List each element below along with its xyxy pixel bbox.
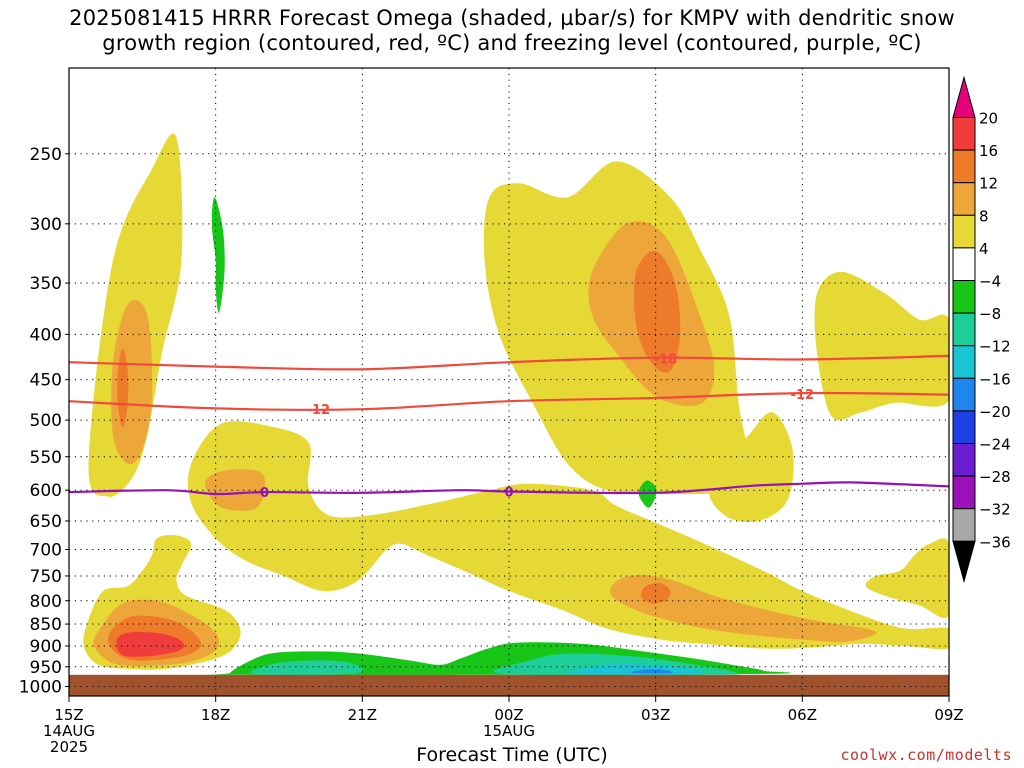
y-tick-label: 800 [30, 592, 62, 612]
colorbar-swatch [952, 280, 976, 314]
y-tick-label: 400 [30, 325, 62, 345]
y-tick-label: 550 [30, 448, 62, 468]
y-tick-label: 950 [30, 658, 62, 678]
colorbar-label: −28 [979, 468, 1011, 486]
colorbar-label: −32 [979, 501, 1011, 519]
omega-region-sink [211, 197, 225, 313]
y-tick-label: 250 [30, 145, 62, 165]
colorbar-label: −12 [979, 338, 1011, 356]
y-tick-label: 1000 [19, 678, 62, 698]
colorbar-swatch [952, 312, 976, 347]
contour-label: -18 [654, 353, 678, 368]
omega-region-rise [633, 250, 681, 373]
y-tick-label: 700 [30, 540, 62, 560]
y-axis-labels: 2503003504004505005506006507007508008509… [19, 145, 69, 698]
colorbar-label: −20 [979, 403, 1011, 421]
colorbar-label: −16 [979, 370, 1011, 388]
colorbar-label: 20 [979, 110, 998, 128]
colorbar: 20 16 12 8 4 −4 −8 −12 −16 −20 −24 −28 −32 −36 [952, 75, 1011, 584]
y-tick-label: 500 [30, 411, 62, 431]
y-tick-label: 600 [30, 481, 62, 501]
x-tick-sublabel: 14AUG [43, 722, 95, 740]
omega-region-rise [814, 271, 949, 421]
contour-label: 0 [504, 485, 513, 500]
y-tick-label: 350 [30, 274, 62, 294]
contour-label: 0 [260, 486, 269, 501]
colorbar-swatch [952, 345, 976, 379]
y-tick-label: 850 [30, 615, 62, 635]
colorbar-swatch [952, 214, 976, 249]
colorbar-swatch [952, 149, 976, 184]
x-tick-label: 18Z [201, 706, 230, 724]
grid-lines [69, 68, 949, 696]
colorbar-swatch [952, 377, 976, 412]
omega-region-rise [640, 582, 671, 604]
omega-region-rise [708, 412, 794, 522]
colorbar-label: −24 [979, 436, 1011, 454]
chart-title: 2025081415 HRRR Forecast Omega (shaded, … [69, 6, 955, 55]
y-tick-label: 650 [30, 512, 62, 532]
colorbar-swatch [952, 475, 976, 510]
x-tick-sublabel: 2025 [50, 738, 88, 756]
contour-line-0 [69, 481, 949, 496]
contour-line-m12 [69, 391, 949, 411]
contour-line-m18 [69, 354, 949, 371]
x-tick-sublabel: 15AUG [483, 722, 535, 740]
x-axis-title: Forecast Time (UTC) [416, 744, 608, 766]
contour-label: -12 [791, 388, 815, 403]
colorbar-label: −8 [979, 305, 1001, 323]
colorbar-label: 8 [979, 207, 989, 225]
omega-shading [83, 133, 949, 676]
colorbar-label: 16 [979, 142, 998, 160]
omega-region-rise [865, 538, 949, 619]
colorbar-swatch [952, 182, 976, 216]
omega-region-sink [250, 660, 363, 675]
x-tick-label: 00Z [494, 706, 523, 724]
colorbar-label: −36 [979, 533, 1011, 551]
y-tick-label: 900 [30, 637, 62, 657]
colorbar-swatch [952, 247, 976, 281]
omega-region-rise [117, 348, 129, 428]
y-tick-label: 750 [30, 567, 62, 587]
omega-region-sink [630, 669, 673, 674]
colorbar-top-arrow [952, 75, 976, 118]
credit-link[interactable]: coolwx.com/modelts [840, 746, 1012, 764]
colorbar-swatch [952, 508, 976, 542]
contour-labels: -18 -12 -12 0 0 [260, 353, 815, 502]
y-tick-label: 450 [30, 371, 62, 391]
y-tick-label: 300 [30, 215, 62, 235]
x-tick-label: 21Z [348, 706, 377, 724]
temperature-contours [69, 354, 949, 496]
x-tick-label: 06Z [788, 706, 817, 724]
colorbar-label: 4 [979, 240, 989, 258]
colorbar-swatch [952, 410, 976, 444]
colorbar-swatch [952, 443, 976, 477]
colorbar-bottom-arrow [952, 540, 976, 584]
contour-label: -12 [307, 403, 331, 418]
x-tick-label: 15Z [54, 706, 83, 724]
x-tick-label: 09Z [934, 706, 963, 724]
ground-below-surface [69, 674, 949, 696]
omega-region-sink [638, 480, 657, 508]
x-tick-label: 03Z [641, 706, 670, 724]
omega-region-rise [116, 631, 185, 657]
colorbar-label: −4 [979, 273, 1001, 291]
colorbar-swatch [952, 117, 976, 151]
omega-region-rise [610, 574, 877, 642]
omega-region-rise [187, 421, 949, 650]
colorbar-label: 12 [979, 175, 998, 193]
omega-region-rise [205, 469, 266, 511]
